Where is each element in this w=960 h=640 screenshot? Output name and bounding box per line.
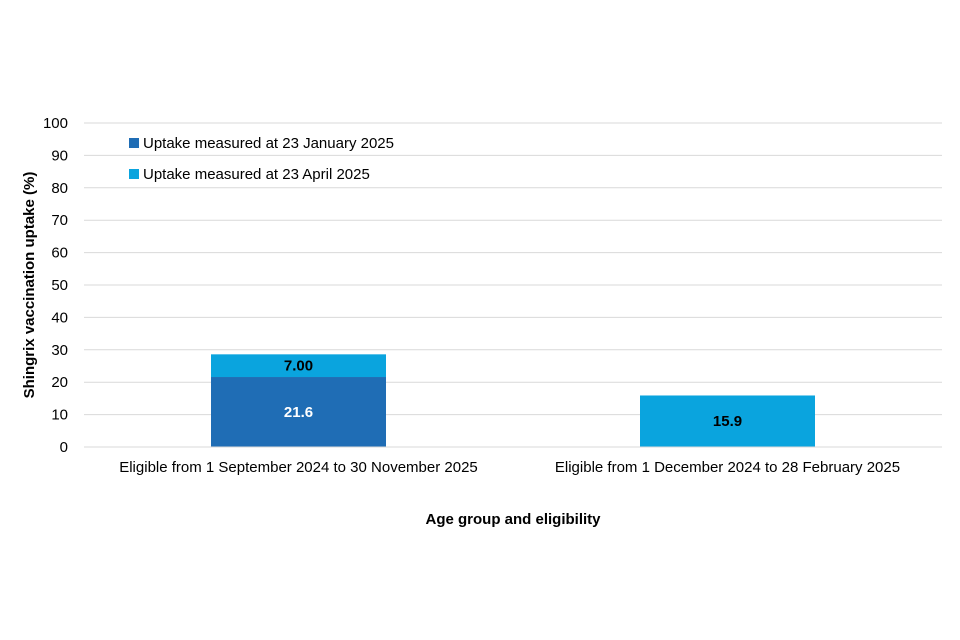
x-axis-ticks: Eligible from 1 September 2024 to 30 Nov… <box>119 459 900 476</box>
y-axis-title: Shingrix vaccination uptake (%) <box>21 172 38 399</box>
bar-segment <box>211 354 386 378</box>
x-tick-label: Eligible from 1 December 2024 to 28 Febr… <box>555 459 900 476</box>
data-label: 15.9 <box>713 413 742 430</box>
y-tick-label: 20 <box>51 374 68 391</box>
y-tick-label: 100 <box>43 115 68 132</box>
bar-segment <box>640 395 815 447</box>
y-tick-label: 70 <box>51 212 68 229</box>
y-tick-label: 50 <box>51 277 68 294</box>
x-tick-label: Eligible from 1 September 2024 to 30 Nov… <box>119 459 478 476</box>
y-tick-label: 60 <box>51 245 68 262</box>
legend-swatch <box>129 138 139 148</box>
data-labels: 21.6 7.00 15.9 <box>284 358 742 431</box>
y-tick-label: 10 <box>51 407 68 424</box>
legend-label: Uptake measured at 23 April 2025 <box>143 166 370 183</box>
x-axis-title: Age group and eligibility <box>425 511 601 528</box>
bar-segment <box>211 377 386 447</box>
y-axis-ticks: 0 10 20 30 40 50 60 70 80 90 100 <box>43 115 68 456</box>
legend-label: Uptake measured at 23 January 2025 <box>143 135 394 152</box>
y-tick-label: 80 <box>51 180 68 197</box>
bars <box>211 354 815 447</box>
data-label: 7.00 <box>284 358 313 375</box>
legend-swatch <box>129 169 139 179</box>
legend: Uptake measured at 23 January 2025 Uptake… <box>129 135 394 183</box>
y-tick-label: 40 <box>51 309 68 326</box>
y-tick-label: 30 <box>51 342 68 359</box>
y-tick-label: 90 <box>51 147 68 164</box>
data-label: 21.6 <box>284 404 313 421</box>
y-tick-label: 0 <box>60 439 68 456</box>
